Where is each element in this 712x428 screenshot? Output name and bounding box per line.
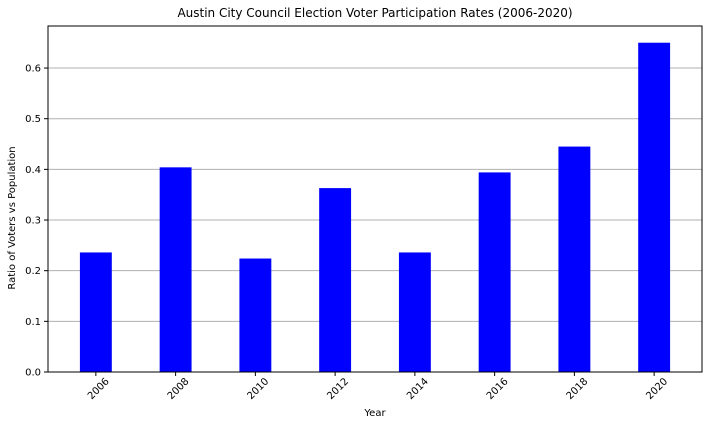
grid-lines (48, 67, 702, 373)
y-tick-label: 0.3 (25, 216, 41, 227)
bar-2006 (79, 252, 112, 372)
x-axis-ticks: 2006 2008 2010 2012 2014 2016 2018 2020 (86, 372, 670, 402)
bar-2016 (478, 172, 511, 372)
bar-2014 (398, 252, 431, 372)
x-tick-label: 2010 (246, 376, 272, 402)
y-axis-label: Ratio of Voters vs Population (7, 146, 18, 289)
x-tick-label: 2014 (405, 376, 431, 402)
plot-frame (47, 25, 703, 373)
bar-2010 (239, 258, 272, 372)
x-tick-label: 2006 (86, 376, 112, 402)
x-tick-label: 2016 (485, 376, 511, 402)
y-tick-label: 0.6 (25, 64, 41, 75)
bars (79, 42, 671, 373)
bar-2008 (159, 167, 192, 372)
y-axis-ticks: 0.0 0.1 0.2 0.3 0.4 0.5 0.6 (25, 64, 48, 379)
y-tick-label: 0.2 (25, 266, 41, 277)
y-tick-label: 0.1 (25, 317, 41, 328)
y-tick-label: 0.5 (25, 114, 41, 125)
x-tick-label: 2012 (325, 376, 351, 402)
bar-2012 (319, 188, 352, 372)
x-tick-label: 2020 (644, 376, 670, 402)
y-tick-label: 0.4 (25, 165, 41, 176)
bar-2018 (558, 146, 591, 372)
x-tick-label: 2018 (565, 376, 591, 402)
x-axis-label: Year (363, 408, 386, 419)
bar-2020 (638, 42, 671, 373)
chart-title: Austin City Council Election Voter Parti… (177, 6, 572, 20)
y-tick-label: 0.0 (25, 368, 41, 379)
x-tick-label: 2008 (166, 376, 192, 402)
